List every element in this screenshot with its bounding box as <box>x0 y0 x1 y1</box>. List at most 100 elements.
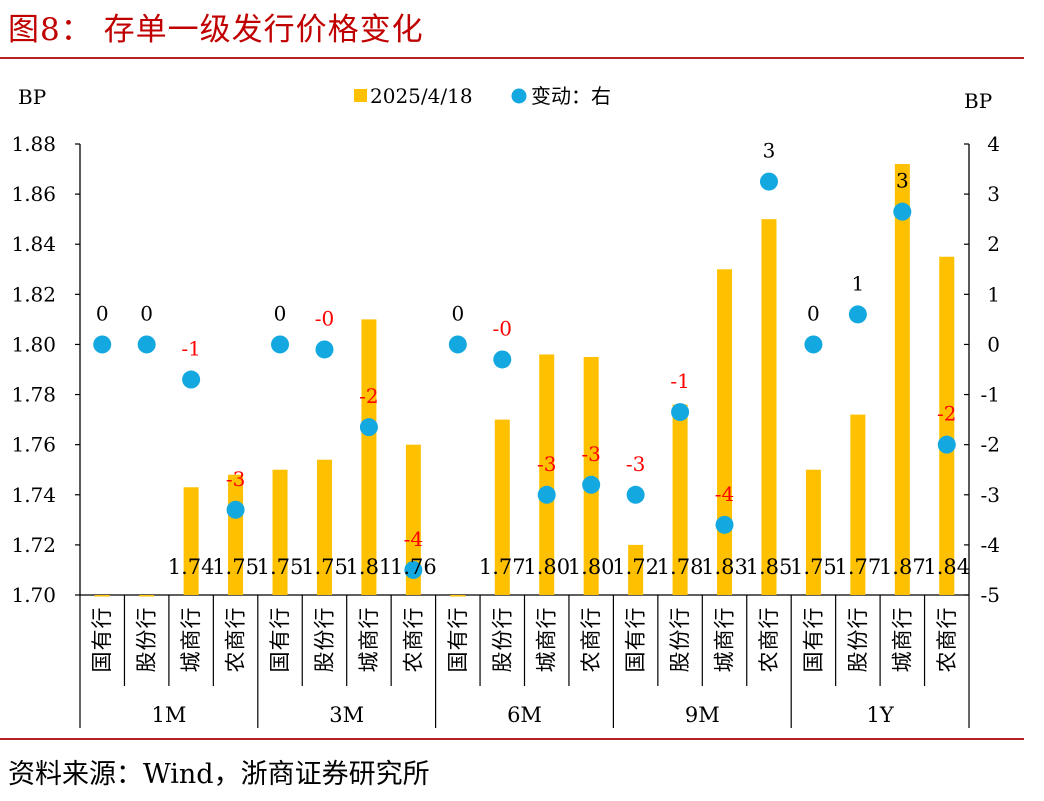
value-bar <box>539 354 555 595</box>
category-label-char: 农 <box>401 652 425 673</box>
right-tick-label: 1 <box>987 282 1000 306</box>
category-label-char: 份 <box>490 630 514 651</box>
value-bar <box>761 219 777 595</box>
category-label-char: 农 <box>224 652 248 673</box>
change-label: -1 <box>670 369 689 393</box>
change-dot <box>404 560 423 579</box>
value-label: 1.77 <box>834 555 881 579</box>
left-tick-label: 1.70 <box>11 583 56 607</box>
value-label: 1.87 <box>879 555 926 579</box>
change-dot <box>804 335 823 354</box>
change-dot <box>448 335 467 354</box>
top-rule <box>0 57 1024 59</box>
value-bar <box>316 459 332 595</box>
change-dot <box>137 335 156 354</box>
dots-layer <box>93 172 956 579</box>
category-label-char: 城 <box>357 652 381 673</box>
group-label: 1M <box>151 703 186 727</box>
value-label: 1.77 <box>479 555 526 579</box>
value-bar <box>139 595 155 597</box>
change-dot <box>315 340 334 359</box>
change-label: -4 <box>404 527 423 551</box>
figure-title: 图8： 存单一级发行价格变化 <box>8 12 424 48</box>
category-label-char: 股 <box>490 652 514 673</box>
category-label-char: 份 <box>668 630 692 651</box>
change-dot <box>671 403 690 422</box>
category-label-char: 国 <box>624 652 648 673</box>
change-dot <box>359 418 378 437</box>
change-dot <box>937 435 956 454</box>
category-label-char: 商 <box>535 630 559 651</box>
category-label-char: 商 <box>179 630 203 651</box>
change-label: 3 <box>763 139 776 163</box>
legend-dot-swatch <box>511 88 527 104</box>
change-dot <box>848 305 867 324</box>
bars-layer <box>94 164 955 597</box>
category-label-char: 行 <box>935 608 959 629</box>
category-label-char: 商 <box>935 630 959 651</box>
change-dot <box>537 485 556 504</box>
value-bar <box>272 469 288 595</box>
category-label-char: 商 <box>579 630 603 651</box>
category-label-char: 行 <box>713 608 737 629</box>
right-axis-unit: BP <box>964 89 992 113</box>
change-dot <box>226 500 245 519</box>
value-label: 1.75 <box>212 555 259 579</box>
left-axis-unit: BP <box>18 85 46 109</box>
right-tick-label: -5 <box>981 583 1000 607</box>
category-label-char: 行 <box>490 608 514 629</box>
category-label-char: 农 <box>935 652 959 673</box>
value-bar <box>805 469 821 595</box>
left-tick-label: 1.76 <box>11 433 56 457</box>
category-label-char: 行 <box>357 608 381 629</box>
change-label: 0 <box>451 301 464 325</box>
change-label: 1 <box>852 271 865 295</box>
left-tick-label: 1.88 <box>11 132 56 156</box>
category-label-char: 商 <box>401 630 425 651</box>
right-tick-label: -1 <box>981 383 1000 407</box>
change-dot <box>182 370 201 389</box>
category-label-char: 行 <box>224 608 248 629</box>
value-label: 1.81 <box>346 555 393 579</box>
value-bar <box>850 414 866 595</box>
axes-layer: 1.70 1.72 1.74 1.76 1.78 1.80 1.82 1.84 1.86 1.88… <box>11 132 1000 728</box>
right-tick-label: -3 <box>981 483 1000 507</box>
value-bar <box>94 595 110 597</box>
category-label-char: 行 <box>179 608 203 629</box>
change-label: -3 <box>626 452 645 476</box>
left-tick-label: 1.86 <box>11 182 56 206</box>
left-tick-label: 1.72 <box>11 533 56 557</box>
change-dot <box>626 485 645 504</box>
category-label-char: 农 <box>579 652 603 673</box>
legend: 2025/4/18 变动：右 <box>354 84 611 108</box>
category-label-char: 有 <box>90 630 114 651</box>
value-bar <box>405 444 421 595</box>
combo-chart: 1.70 1.72 1.74 1.76 1.78 1.80 1.82 1.84 1.86 1.88… <box>11 84 1000 728</box>
category-label-char: 行 <box>846 608 870 629</box>
category-label-char: 行 <box>579 608 603 629</box>
category-label-char: 有 <box>801 630 825 651</box>
category-label-char: 行 <box>401 608 425 629</box>
change-label: -4 <box>715 482 734 506</box>
category-label-char: 有 <box>624 630 648 651</box>
category-label-char: 商 <box>757 630 781 651</box>
value-bar <box>361 319 377 595</box>
left-tick-label: 1.80 <box>11 332 56 356</box>
value-label: 1.85 <box>746 555 793 579</box>
category-label-char: 行 <box>268 608 292 629</box>
value-bar <box>183 487 199 595</box>
right-tick-label: 0 <box>987 332 1000 356</box>
category-label-char: 行 <box>446 608 470 629</box>
category-label-char: 商 <box>890 630 914 651</box>
group-label: 9M <box>685 703 720 727</box>
category-label-char: 有 <box>446 630 470 651</box>
category-label-char: 行 <box>624 608 648 629</box>
labels-layer: 0国有行0股份行-11.74城商行-31.75农商行01.75国有行-01.75… <box>90 139 970 673</box>
value-label: 1.78 <box>657 555 704 579</box>
category-label-char: 份 <box>312 630 336 651</box>
category-label-char: 行 <box>90 608 114 629</box>
right-tick-label: -4 <box>981 533 1000 557</box>
value-bar <box>717 269 733 595</box>
value-label: 1.75 <box>301 555 348 579</box>
category-label-char: 行 <box>535 608 559 629</box>
